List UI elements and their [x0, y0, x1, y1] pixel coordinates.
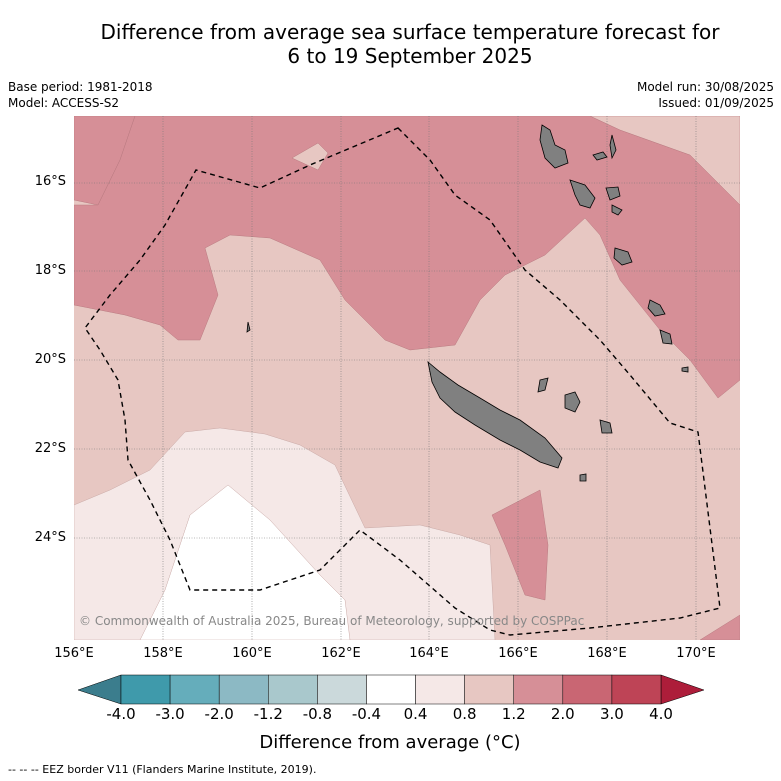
lat-label-16s: 16°S: [34, 174, 66, 189]
lon-label-170e: 170°E: [676, 646, 716, 661]
copyright-text: © Commonwealth of Australia 2025, Bureau…: [79, 614, 585, 628]
colorbar-segment: [268, 674, 318, 705]
walpole-island: [579, 473, 587, 482]
colorbar-segment: [464, 674, 514, 705]
hunter-island: [681, 366, 689, 373]
lat-label-18s: 18°S: [34, 263, 66, 278]
colorbar-over-triangle: [660, 674, 705, 705]
colorbar-segment: [120, 674, 171, 705]
vanuatu-ambae: [592, 151, 608, 161]
lat-label-22s: 22°S: [34, 441, 66, 456]
issued-date: Issued: 01/09/2025: [658, 96, 774, 110]
colorbar-tick-label: 2.0: [550, 705, 575, 723]
colorbar-tick-label: 4.0: [649, 705, 673, 723]
lon-label-166e: 166°E: [498, 646, 538, 661]
new-caledonia: [427, 360, 563, 469]
lon-label-160e: 160°E: [232, 646, 272, 661]
map-area: [74, 116, 740, 640]
lon-label-156e: 156°E: [54, 646, 94, 661]
colorbar-segment: [218, 674, 269, 705]
vanuatu-espiritu-santo: [539, 124, 569, 169]
colorbar-tick-label: 0.8: [452, 705, 477, 723]
chesterfield-island: [246, 321, 251, 333]
colorbar-segment: [317, 674, 367, 705]
base-period: Base period: 1981-2018: [8, 80, 153, 94]
colorbar-tick-label: 3.0: [599, 705, 624, 723]
loyalty-mare: [599, 419, 613, 434]
colorbar-tick-label: -1.2: [253, 705, 283, 723]
title-line-1: Difference from average sea surface temp…: [100, 20, 720, 44]
lat-label-24s: 24°S: [34, 530, 66, 545]
model-run: Model run: 30/08/2025: [636, 80, 774, 94]
colorbar-tick-label: -2.0: [204, 705, 234, 723]
colorbar-tick-label: -3.0: [155, 705, 185, 723]
colorbar-segment: [513, 674, 564, 705]
land-masses: [246, 124, 689, 482]
anomaly-region-neutral: [139, 484, 351, 640]
colorbar-segment: [562, 674, 613, 705]
colorbar-tick-label: 0.4: [403, 705, 428, 723]
colorbar-tick-label: 1.2: [501, 705, 526, 723]
footer-eez-note: -- -- -- EEZ border V11 (Flanders Marine…: [8, 763, 317, 776]
torres-islands: [611, 204, 623, 216]
colorbar-tick-label: -0.4: [351, 705, 382, 723]
vanuatu-erromango: [613, 247, 633, 266]
anomaly-region-1.2-2.0-se: [699, 614, 740, 640]
colorbar-tick-label: -4.0: [106, 705, 136, 723]
title-line-2: 6 to 19 September 2025: [287, 44, 533, 68]
grid-lines: [74, 116, 740, 640]
colorbar-tick-label: -0.8: [302, 705, 332, 723]
eez-border: [84, 127, 721, 636]
lon-label-164e: 164°E: [409, 646, 449, 661]
vanuatu-aneityum: [659, 329, 673, 345]
lon-label-168e: 168°E: [587, 646, 627, 661]
vanuatu-pentecost: [609, 134, 617, 160]
anomaly-region-0.8-1.2-east: [589, 116, 740, 206]
anomaly-region-1.2-2.0-south: [491, 489, 549, 601]
lon-label-162e: 162°E: [321, 646, 361, 661]
lon-label-158e: 158°E: [143, 646, 183, 661]
vanuatu-efate: [605, 186, 621, 201]
colorbar-segment: [366, 674, 416, 705]
model-name: Model: ACCESS-S2: [8, 96, 120, 110]
colorbar-segment: [169, 674, 220, 705]
anomaly-region-0.8-1.2-patch: [291, 142, 329, 171]
colorbar-segment: [415, 674, 465, 705]
colorbar-segment: [611, 674, 662, 705]
colorbar-under-triangle: [77, 674, 122, 705]
lat-label-20s: 20°S: [34, 352, 66, 367]
loyalty-lifou: [564, 391, 581, 413]
loyalty-ouvea: [537, 377, 549, 393]
colorbar-title: Difference from average (°C): [259, 732, 521, 753]
vanuatu-malekula: [569, 179, 596, 209]
vanuatu-tanna: [647, 299, 666, 317]
colorbar: [77, 674, 705, 705]
